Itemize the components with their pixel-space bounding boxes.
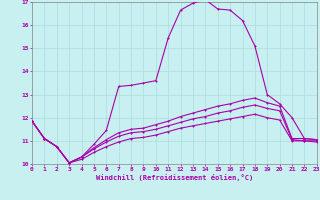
X-axis label: Windchill (Refroidissement éolien,°C): Windchill (Refroidissement éolien,°C) [96, 174, 253, 181]
